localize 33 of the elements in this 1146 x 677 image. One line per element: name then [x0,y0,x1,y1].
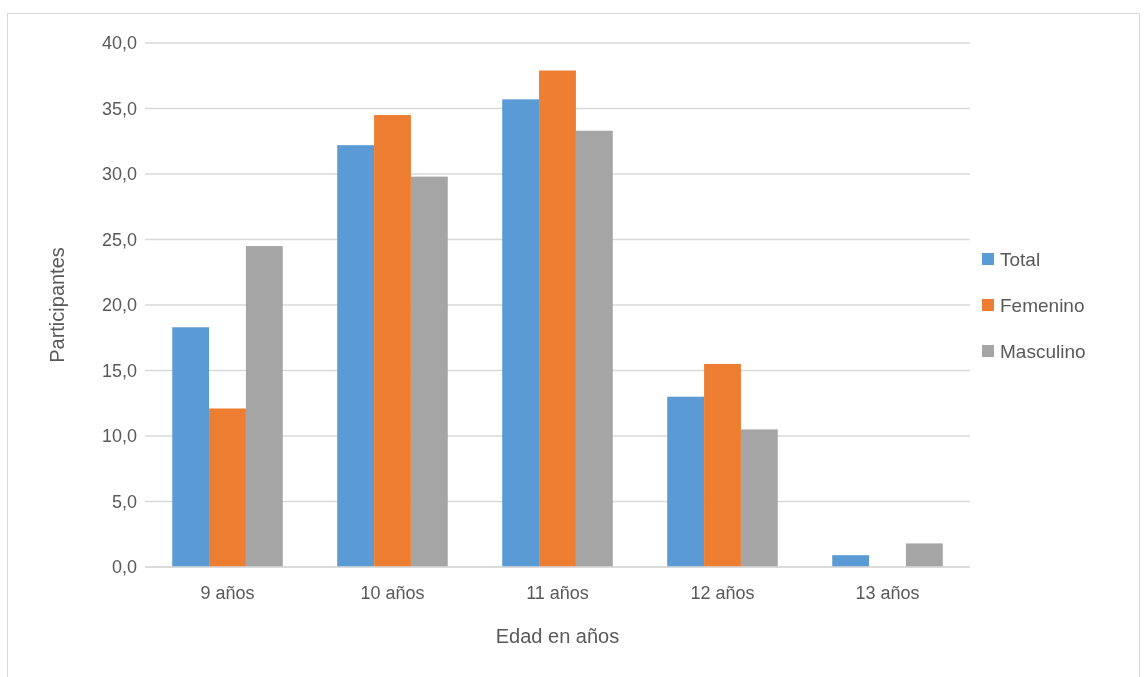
bar [667,396,705,567]
x-tick-label: 11 años [526,583,589,603]
x-tick-label: 10 años [360,583,425,603]
bar [539,70,576,567]
y-tick-label: 15,0 [101,360,137,381]
legend-label: Masculino [1000,340,1086,362]
y-axis-title: Participantes [46,247,68,363]
bar [337,145,375,567]
legend-label: Femenino [1000,294,1085,316]
bar [704,363,741,567]
x-axis-title: Edad en años [495,625,620,647]
y-tick-label: 40,0 [101,33,137,54]
x-tick-label: 9 años [200,583,255,603]
y-tick-label: 0,0 [111,557,137,578]
bar [172,327,210,567]
bar [410,176,448,567]
y-tick-label: 35,0 [101,98,137,119]
y-tick-label: 5,0 [111,491,137,512]
legend-label: Total [1000,248,1041,270]
bar [905,543,943,567]
y-tick-label: 25,0 [101,229,137,250]
bar [832,555,870,567]
bar [245,246,283,567]
y-tick-label: 30,0 [101,164,137,185]
bar [575,130,613,567]
y-tick-label: 10,0 [101,426,137,447]
x-tick-label: 13 años [855,583,920,603]
bar [502,99,540,567]
bar [740,429,778,567]
x-tick-label: 12 años [690,583,755,603]
y-tick-label: 20,0 [101,295,137,316]
bar [374,115,411,567]
bar [209,408,246,567]
